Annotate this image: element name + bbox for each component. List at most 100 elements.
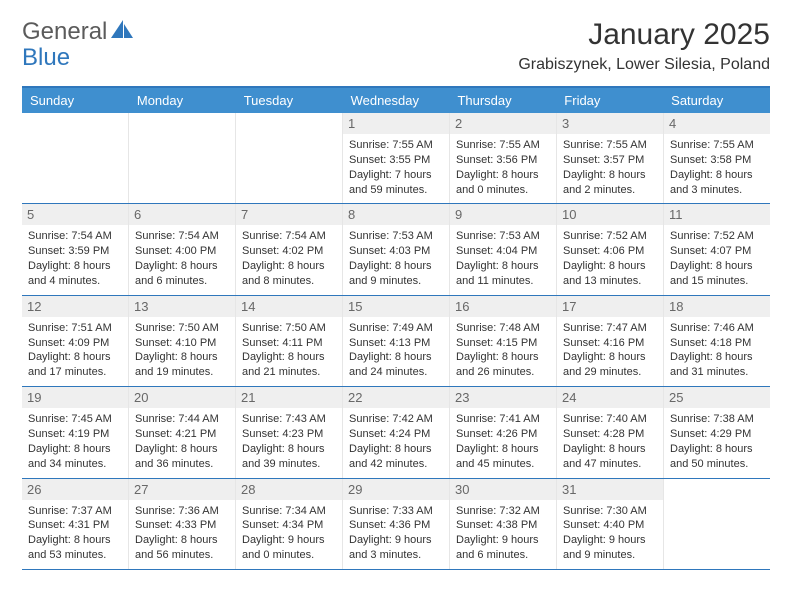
sunrise-line: Sunrise: 7:55 AM bbox=[563, 138, 657, 153]
day-details: Sunrise: 7:52 AMSunset: 4:06 PMDaylight:… bbox=[563, 229, 657, 288]
logo-sail-icon bbox=[111, 20, 133, 45]
day-number: 23 bbox=[450, 387, 556, 408]
weekday-header: Sunday bbox=[22, 88, 129, 113]
day-number: 6 bbox=[129, 204, 235, 225]
day-number: 20 bbox=[129, 387, 235, 408]
location: Grabiszynek, Lower Silesia, Poland bbox=[518, 56, 770, 74]
day-details: Sunrise: 7:41 AMSunset: 4:26 PMDaylight:… bbox=[456, 412, 550, 471]
sunset-line: Sunset: 4:03 PM bbox=[349, 244, 443, 259]
sunset-line: Sunset: 4:00 PM bbox=[135, 244, 229, 259]
daylight-line: Daylight: 8 hours and 8 minutes. bbox=[242, 259, 336, 289]
day-cell: 22Sunrise: 7:42 AMSunset: 4:24 PMDayligh… bbox=[343, 387, 450, 477]
sunset-line: Sunset: 3:55 PM bbox=[349, 153, 443, 168]
daylight-line: Daylight: 8 hours and 50 minutes. bbox=[670, 442, 764, 472]
weekday-header-row: Sunday Monday Tuesday Wednesday Thursday… bbox=[22, 88, 770, 113]
sunset-line: Sunset: 4:06 PM bbox=[563, 244, 657, 259]
month-title: January 2025 bbox=[518, 18, 770, 52]
day-details: Sunrise: 7:55 AMSunset: 3:56 PMDaylight:… bbox=[456, 138, 550, 197]
day-details: Sunrise: 7:49 AMSunset: 4:13 PMDaylight:… bbox=[349, 321, 443, 380]
day-cell: 6 Sunrise: 7:54 AMSunset: 4:00 PMDaylight… bbox=[129, 204, 236, 294]
sunset-line: Sunset: 3:59 PM bbox=[28, 244, 122, 259]
sunrise-line: Sunrise: 7:50 AM bbox=[135, 321, 229, 336]
day-number: 12 bbox=[22, 296, 128, 317]
day-number: 15 bbox=[343, 296, 449, 317]
day-number: 19 bbox=[22, 387, 128, 408]
weekday-header: Saturday bbox=[663, 88, 770, 113]
day-number: 4 bbox=[664, 113, 770, 134]
day-number: 21 bbox=[236, 387, 342, 408]
day-number: 27 bbox=[129, 479, 235, 500]
day-number: 24 bbox=[557, 387, 663, 408]
day-number: 30 bbox=[450, 479, 556, 500]
sunset-line: Sunset: 3:58 PM bbox=[670, 153, 764, 168]
daylight-line: Daylight: 8 hours and 17 minutes. bbox=[28, 350, 122, 380]
daylight-line: Daylight: 8 hours and 13 minutes. bbox=[563, 259, 657, 289]
day-number: 26 bbox=[22, 479, 128, 500]
weekday-header: Thursday bbox=[449, 88, 556, 113]
sunset-line: Sunset: 4:36 PM bbox=[349, 518, 443, 533]
daylight-line: Daylight: 8 hours and 3 minutes. bbox=[670, 168, 764, 198]
sunrise-line: Sunrise: 7:36 AM bbox=[135, 504, 229, 519]
sunset-line: Sunset: 4:07 PM bbox=[670, 244, 764, 259]
daylight-line: Daylight: 8 hours and 31 minutes. bbox=[670, 350, 764, 380]
day-cell: 23 Sunrise: 7:41 AMSunset: 4:26 PMDayligh… bbox=[450, 387, 557, 477]
day-cell: 17Sunrise: 7:47 AMSunset: 4:16 PMDayligh… bbox=[557, 296, 664, 386]
day-details: Sunrise: 7:40 AMSunset: 4:28 PMDaylight:… bbox=[563, 412, 657, 471]
sunset-line: Sunset: 4:33 PM bbox=[135, 518, 229, 533]
day-cell: 26 Sunrise: 7:37 AMSunset: 4:31 PMDayligh… bbox=[22, 479, 129, 569]
sunrise-line: Sunrise: 7:33 AM bbox=[349, 504, 443, 519]
day-details: Sunrise: 7:34 AMSunset: 4:34 PMDaylight:… bbox=[242, 504, 336, 563]
sunrise-line: Sunrise: 7:51 AM bbox=[28, 321, 122, 336]
sunset-line: Sunset: 4:40 PM bbox=[563, 518, 657, 533]
sunrise-line: Sunrise: 7:55 AM bbox=[349, 138, 443, 153]
week-row: 12Sunrise: 7:51 AMSunset: 4:09 PMDayligh… bbox=[22, 296, 770, 387]
weekday-header: Wednesday bbox=[343, 88, 450, 113]
day-details: Sunrise: 7:37 AMSunset: 4:31 PMDaylight:… bbox=[28, 504, 122, 563]
day-number: 25 bbox=[664, 387, 770, 408]
daylight-line: Daylight: 8 hours and 26 minutes. bbox=[456, 350, 550, 380]
day-cell: 19 Sunrise: 7:45 AMSunset: 4:19 PMDayligh… bbox=[22, 387, 129, 477]
day-number: 31 bbox=[557, 479, 663, 500]
day-cell: 15 Sunrise: 7:49 AMSunset: 4:13 PMDayligh… bbox=[343, 296, 450, 386]
day-cell: 4 Sunrise: 7:55 AMSunset: 3:58 PMDaylight… bbox=[664, 113, 770, 203]
day-cell: 25Sunrise: 7:38 AMSunset: 4:29 PMDayligh… bbox=[664, 387, 770, 477]
sunrise-line: Sunrise: 7:41 AM bbox=[456, 412, 550, 427]
day-cell: 24 Sunrise: 7:40 AMSunset: 4:28 PMDayligh… bbox=[557, 387, 664, 477]
week-row: 26 Sunrise: 7:37 AMSunset: 4:31 PMDayligh… bbox=[22, 479, 770, 570]
daylight-line: Daylight: 8 hours and 2 minutes. bbox=[563, 168, 657, 198]
sunset-line: Sunset: 4:09 PM bbox=[28, 336, 122, 351]
day-number: 11 bbox=[664, 204, 770, 225]
day-number: 14 bbox=[236, 296, 342, 317]
day-details: Sunrise: 7:45 AMSunset: 4:19 PMDaylight:… bbox=[28, 412, 122, 471]
day-cell: 10Sunrise: 7:52 AMSunset: 4:06 PMDayligh… bbox=[557, 204, 664, 294]
weekday-header: Monday bbox=[129, 88, 236, 113]
daylight-line: Daylight: 8 hours and 36 minutes. bbox=[135, 442, 229, 472]
day-cell: 8Sunrise: 7:53 AMSunset: 4:03 PMDaylight… bbox=[343, 204, 450, 294]
day-details: Sunrise: 7:50 AMSunset: 4:11 PMDaylight:… bbox=[242, 321, 336, 380]
sunrise-line: Sunrise: 7:30 AM bbox=[563, 504, 657, 519]
logo-word-2: Blue bbox=[22, 44, 70, 71]
day-cell: 12 Sunrise: 7:51 AMSunset: 4:09 PMDayligh… bbox=[22, 296, 129, 386]
sunrise-line: Sunrise: 7:53 AM bbox=[456, 229, 550, 244]
daylight-line: Daylight: 8 hours and 29 minutes. bbox=[563, 350, 657, 380]
day-number: 17 bbox=[557, 296, 663, 317]
day-details: Sunrise: 7:54 AMSunset: 4:00 PMDaylight:… bbox=[135, 229, 229, 288]
sunrise-line: Sunrise: 7:42 AM bbox=[349, 412, 443, 427]
logo: General bbox=[22, 18, 133, 46]
sunset-line: Sunset: 4:23 PM bbox=[242, 427, 336, 442]
day-details: Sunrise: 7:33 AMSunset: 4:36 PMDaylight:… bbox=[349, 504, 443, 563]
week-row: ...1Sunrise: 7:55 AMSunset: 3:55 PMDayli… bbox=[22, 113, 770, 204]
sunrise-line: Sunrise: 7:45 AM bbox=[28, 412, 122, 427]
day-number: 29 bbox=[343, 479, 449, 500]
day-details: Sunrise: 7:55 AMSunset: 3:57 PMDaylight:… bbox=[563, 138, 657, 197]
daylight-line: Daylight: 8 hours and 11 minutes. bbox=[456, 259, 550, 289]
day-cell: 13Sunrise: 7:50 AMSunset: 4:10 PMDayligh… bbox=[129, 296, 236, 386]
daylight-line: Daylight: 8 hours and 0 minutes. bbox=[456, 168, 550, 198]
sunrise-line: Sunrise: 7:55 AM bbox=[456, 138, 550, 153]
day-details: Sunrise: 7:55 AMSunset: 3:58 PMDaylight:… bbox=[670, 138, 764, 197]
day-details: Sunrise: 7:50 AMSunset: 4:10 PMDaylight:… bbox=[135, 321, 229, 380]
daylight-line: Daylight: 8 hours and 42 minutes. bbox=[349, 442, 443, 472]
sunrise-line: Sunrise: 7:54 AM bbox=[28, 229, 122, 244]
day-details: Sunrise: 7:42 AMSunset: 4:24 PMDaylight:… bbox=[349, 412, 443, 471]
daylight-line: Daylight: 8 hours and 15 minutes. bbox=[670, 259, 764, 289]
